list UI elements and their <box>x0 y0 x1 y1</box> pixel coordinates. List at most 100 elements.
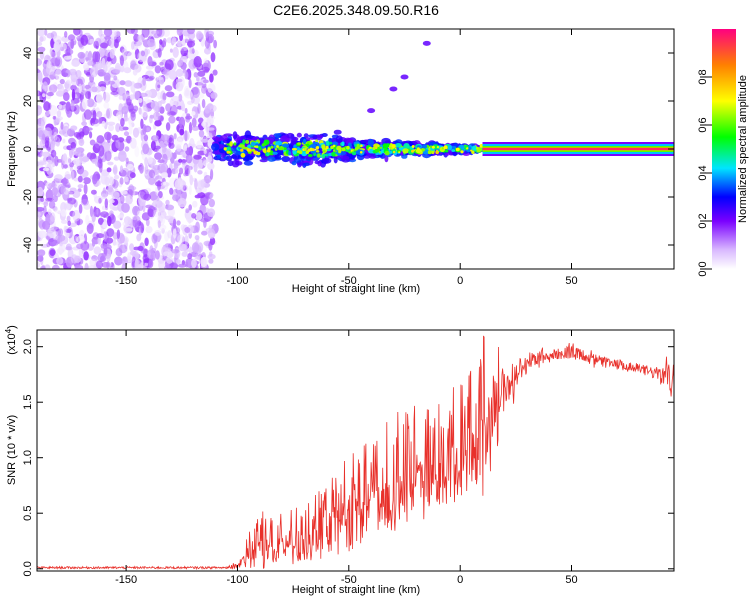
noise-blob <box>37 186 44 197</box>
noise-blob <box>193 162 198 173</box>
noise-blob <box>184 71 189 80</box>
noise-blob <box>125 157 129 164</box>
noise-blob <box>161 134 170 141</box>
noise-blob <box>147 56 153 67</box>
band-peak <box>421 148 425 152</box>
noise-blob <box>65 243 72 251</box>
noise-blob <box>118 94 124 100</box>
noise-blob <box>145 225 153 234</box>
band-blob <box>263 139 270 145</box>
band-blob <box>384 155 389 163</box>
noise-blob <box>188 122 193 134</box>
noise-blob <box>150 196 160 202</box>
noise-blob <box>206 30 215 37</box>
noise-blob <box>179 128 185 136</box>
noise-blob <box>87 60 94 66</box>
noise-blob <box>175 168 179 174</box>
band-blob <box>345 148 350 153</box>
noise-blob <box>85 127 93 131</box>
band-blob <box>316 134 324 139</box>
noise-blob <box>171 95 180 102</box>
band-peak <box>266 149 270 153</box>
band-peak <box>322 149 326 153</box>
noise-blob <box>202 120 206 129</box>
noise-blob <box>152 135 159 141</box>
band-peak <box>367 148 370 151</box>
spectrogram-xlabel: Height of straight line (km) <box>292 283 420 295</box>
noise-blob <box>137 98 143 103</box>
spectrogram-x-tick-label: -50 <box>341 275 357 287</box>
band-blob <box>293 155 302 163</box>
noise-blob <box>81 156 90 163</box>
noise-blob <box>41 35 46 42</box>
noise-blob <box>107 161 114 166</box>
noise-blob <box>165 103 172 112</box>
band-peak <box>417 147 420 150</box>
noise-blob <box>101 57 106 69</box>
noise-blob <box>123 131 130 137</box>
noise-blob <box>183 144 188 152</box>
noise-blob <box>61 154 68 165</box>
noise-blob <box>210 52 216 63</box>
noise-blob <box>41 83 48 94</box>
noise-blob <box>168 115 176 124</box>
noise-blob <box>188 166 192 179</box>
noise-blob <box>155 80 161 92</box>
noise-blob <box>171 37 177 44</box>
noise-blob <box>71 89 76 101</box>
noise-blob <box>113 75 118 81</box>
noise-blob <box>106 228 115 238</box>
band-peak <box>354 147 359 151</box>
noise-blob <box>106 253 111 262</box>
noise-blob <box>37 211 41 218</box>
noise-blob <box>100 42 108 49</box>
noise-blob <box>180 151 186 156</box>
noise-blob <box>65 101 71 112</box>
noise-blob <box>64 174 72 180</box>
noise-blob <box>167 111 177 116</box>
band-peak <box>436 149 438 152</box>
noise-blob <box>82 177 91 185</box>
noise-blob <box>54 155 59 167</box>
noise-blob <box>116 229 121 239</box>
noise-blob <box>197 103 201 115</box>
noise-blob <box>150 101 160 110</box>
noise-blob <box>197 180 205 190</box>
noise-blob <box>102 221 108 229</box>
noise-blob <box>165 122 171 131</box>
noise-blob <box>154 145 161 150</box>
noise-blob <box>134 145 140 158</box>
noise-blob <box>44 29 48 36</box>
noise-blob <box>37 69 41 74</box>
snr-x-tick-label: 0 <box>457 574 463 586</box>
noise-blob <box>103 92 111 103</box>
noise-blob <box>43 101 51 112</box>
noise-blob <box>128 123 133 135</box>
band-blob <box>416 145 422 148</box>
snr-ylabel: SNR (10 * v/v) <box>6 415 18 485</box>
noise-blob <box>191 111 196 116</box>
noise-blob <box>110 91 119 96</box>
noise-blob <box>80 89 87 95</box>
noise-blob <box>83 251 89 261</box>
noise-blob <box>204 105 211 114</box>
noise-blob <box>119 234 125 244</box>
noise-blob <box>118 244 128 254</box>
noise-blob <box>168 70 178 80</box>
noise-blob <box>165 204 175 211</box>
band-peak <box>380 146 383 149</box>
noise-blob <box>202 79 209 84</box>
noise-blob <box>167 230 172 239</box>
noise-blob <box>133 82 143 89</box>
noise-blob <box>184 90 193 99</box>
noise-blob <box>107 56 111 62</box>
noise-blob <box>80 198 89 206</box>
spectrogram-x-tick-label: -100 <box>226 275 248 287</box>
band-blob <box>360 139 369 143</box>
noise-blob <box>109 38 115 48</box>
noise-blob <box>92 240 96 247</box>
band-peak <box>391 144 396 149</box>
noise-blob <box>37 58 43 67</box>
band-peak <box>372 146 376 150</box>
noise-blob <box>60 209 67 217</box>
